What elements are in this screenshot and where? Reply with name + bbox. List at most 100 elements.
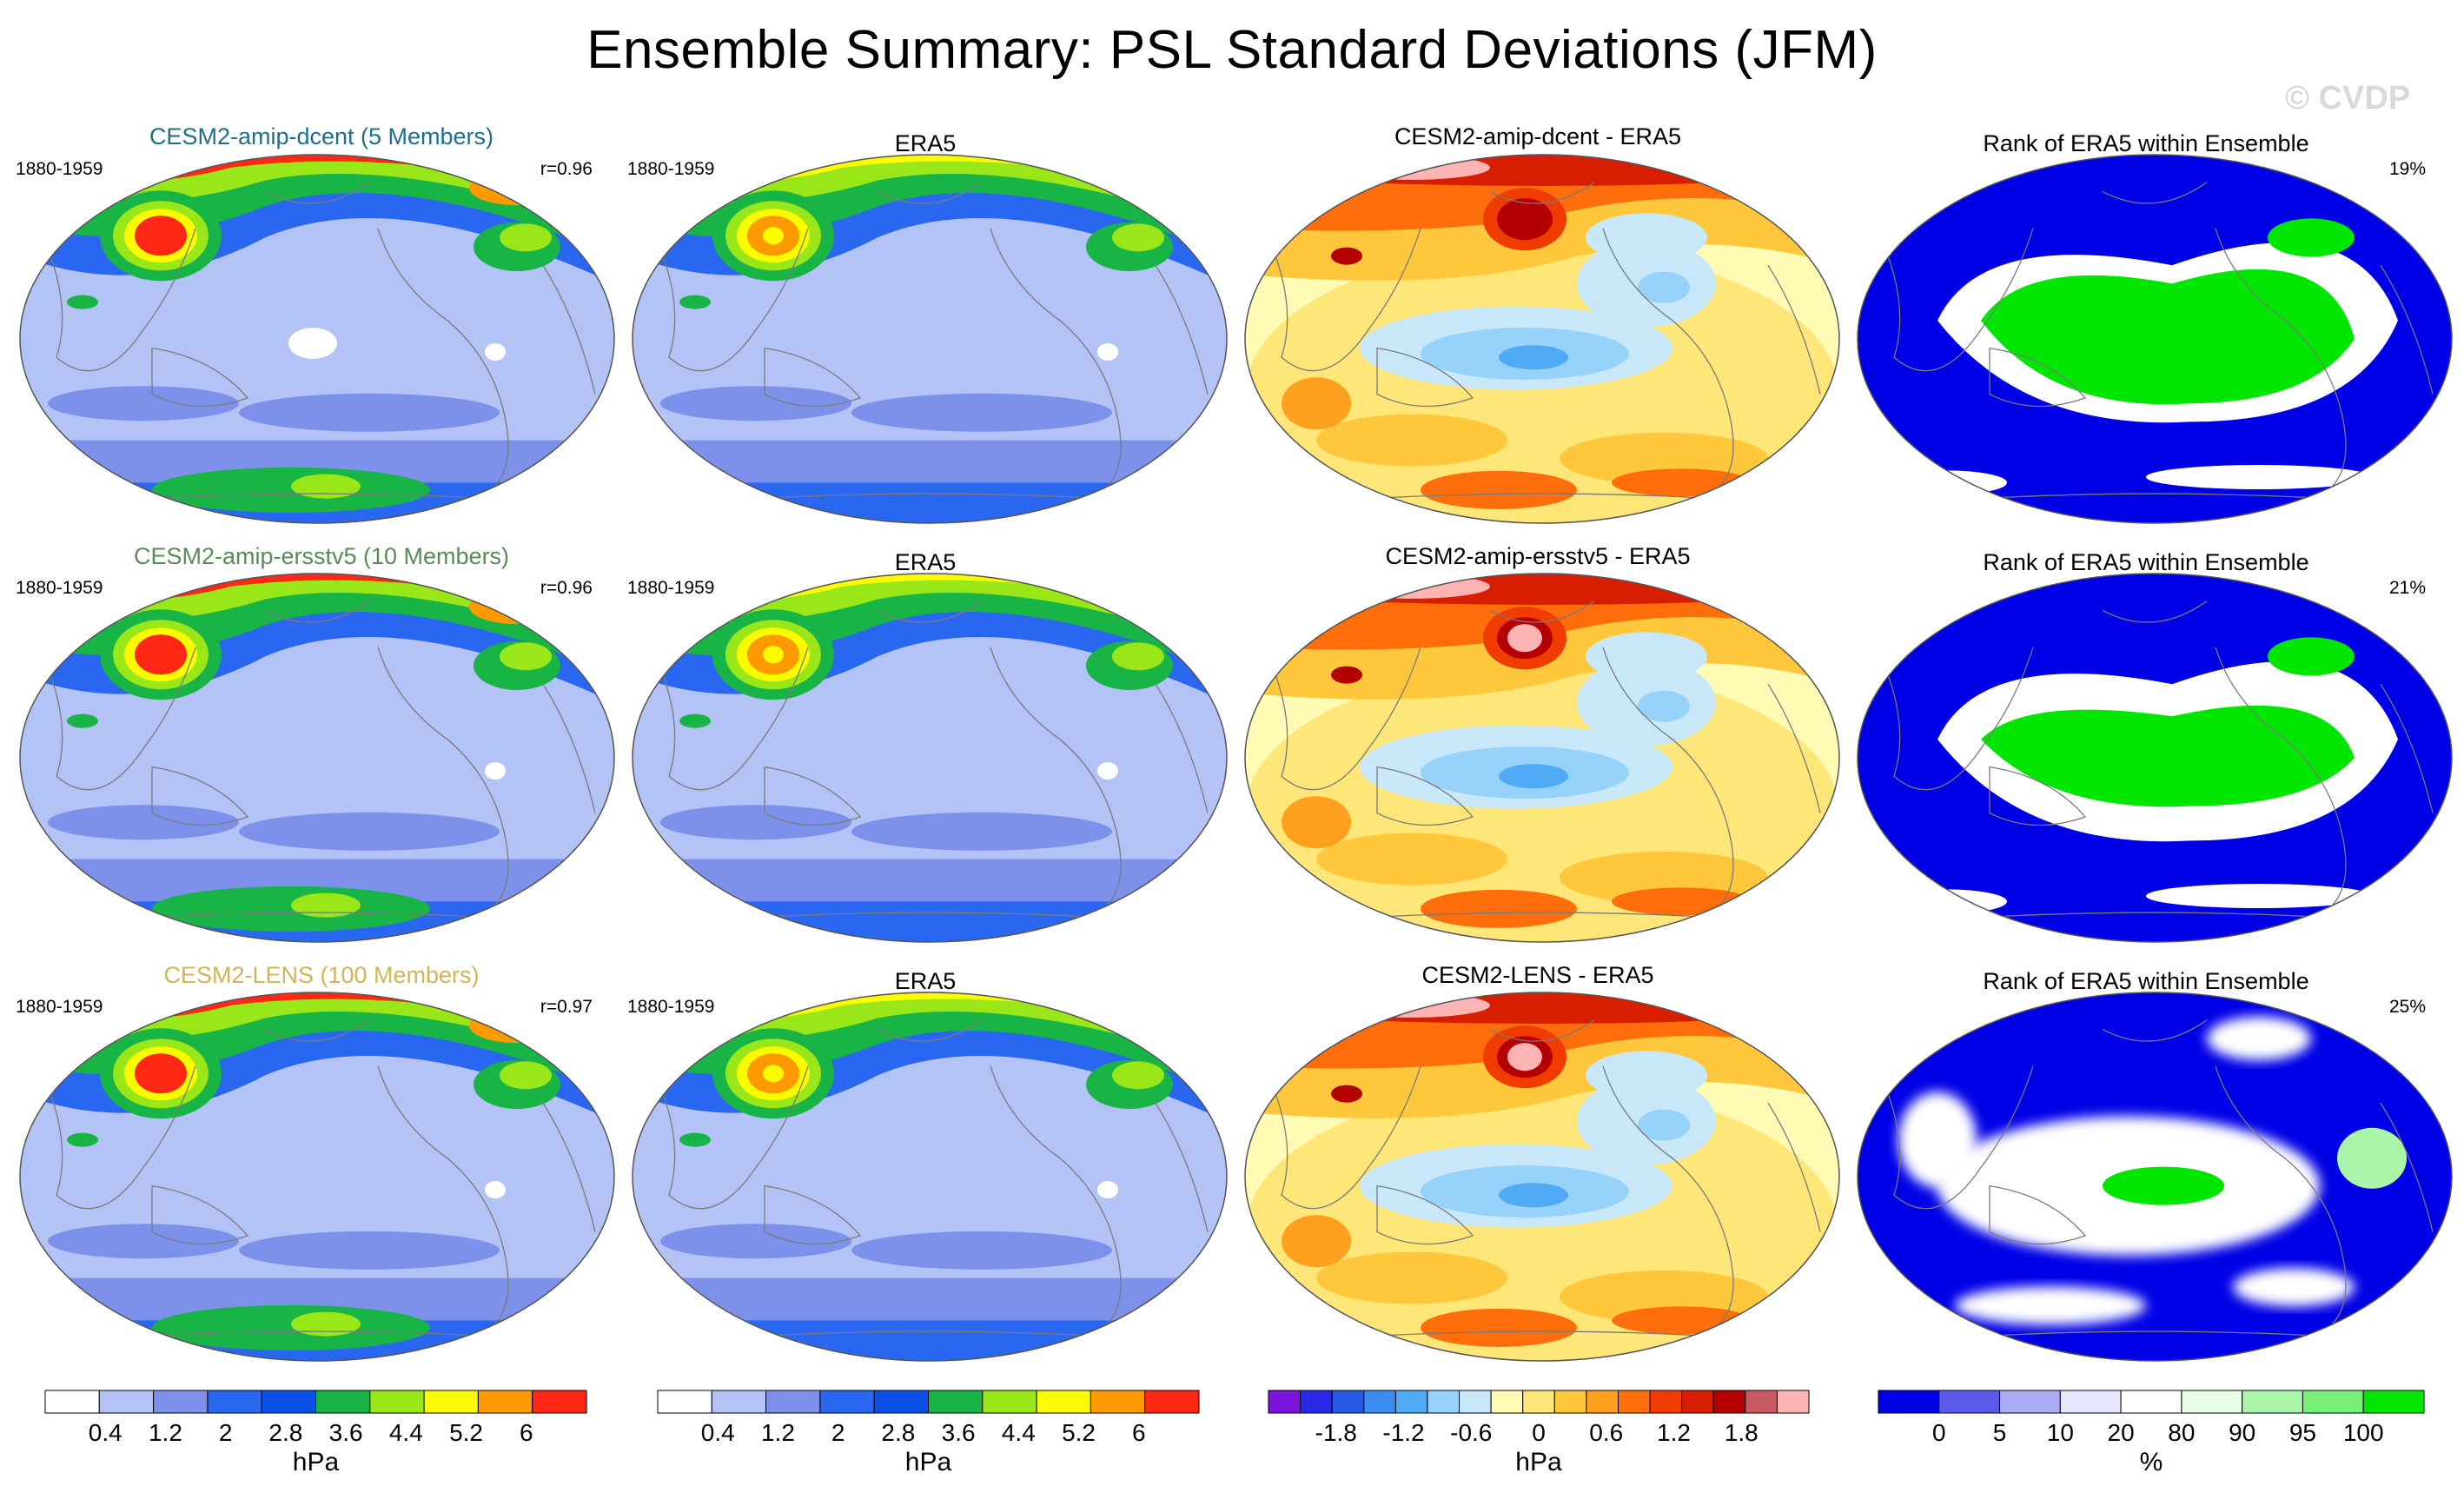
colorbar-tick-label: 3.6	[942, 1419, 976, 1446]
model-title-1: CESM2-amip-dcent (5 Members)	[149, 123, 494, 149]
rank-pct-1: 19%	[2388, 159, 2426, 179]
colorbar-tick-label: -1.2	[1382, 1419, 1424, 1446]
colorbar-swatch	[711, 1390, 767, 1414]
map-border	[19, 992, 615, 1362]
colorbar-tick-label: 2.8	[881, 1419, 915, 1446]
period-model-2: 1880-1959	[16, 578, 103, 598]
map-diff-row2	[1245, 574, 1839, 942]
map-border	[1857, 992, 2453, 1362]
colorbar-swatch	[532, 1390, 587, 1414]
colorbar-tick-label: 10	[2047, 1419, 2074, 1446]
map-rank-row1	[1858, 155, 2452, 523]
colorbar-swatch	[1490, 1390, 1524, 1414]
obs-title-3: ERA5	[894, 968, 957, 994]
corr-3: r=0.97	[540, 997, 593, 1017]
colorbar-swatch	[928, 1390, 984, 1414]
rank-pct-3: 25%	[2388, 997, 2426, 1017]
colorbar-tick-label: 1.2	[761, 1419, 795, 1446]
map-border	[19, 573, 615, 943]
colorbar-swatch	[657, 1390, 712, 1414]
colorbar-swatch	[98, 1390, 155, 1414]
colorbar-tick-label: -0.6	[1450, 1419, 1492, 1446]
colorbar-tick-label: 5.2	[449, 1419, 483, 1446]
colorbar-swatch	[2059, 1390, 2122, 1414]
colorbar-swatch	[477, 1390, 533, 1414]
colorbar-tick-label: 0.4	[89, 1419, 123, 1446]
colorbar-tick-label: -1.8	[1315, 1419, 1357, 1446]
map-std-row1	[20, 155, 614, 523]
colorbar-swatch	[2181, 1390, 2243, 1414]
colorbar-tick-label: 2.8	[268, 1419, 302, 1446]
colorbar-swatch	[1268, 1390, 1302, 1414]
colorbar-swatch	[1331, 1390, 1365, 1414]
diff-title-1: CESM2-amip-dcent - ERA5	[1394, 123, 1682, 149]
colorbar-swatch	[2302, 1390, 2364, 1414]
colorbar-swatch	[1144, 1390, 1200, 1414]
colorbar-tick-label: 95	[2289, 1419, 2316, 1446]
colorbar-swatch	[1394, 1390, 1428, 1414]
colorbar-swatch	[1681, 1390, 1714, 1414]
map-border	[1244, 573, 1840, 943]
colorbar-swatch	[1712, 1390, 1746, 1414]
colorbar-tick-label: 2	[219, 1419, 233, 1446]
colorbar-swatch	[2242, 1390, 2303, 1414]
colorbar-swatch	[1617, 1390, 1651, 1414]
colorbar-units: hPa	[293, 1448, 340, 1476]
map-obs-row2	[633, 574, 1227, 942]
colorbar-units: hPa	[1515, 1448, 1562, 1476]
colorbar-tick-label: 6	[1132, 1419, 1146, 1446]
map-diff-row3	[1245, 992, 1839, 1361]
obs-title-2: ERA5	[894, 549, 957, 575]
colorbar-model-std: 0.4 1.2 2 2.8 3.6 4.4 5.2 6 hPa	[44, 1390, 587, 1476]
colorbar-swatch	[315, 1390, 371, 1414]
rank-title-2: Rank of ERA5 within Ensemble	[1983, 549, 2309, 575]
colorbar-tick-label: 100	[2343, 1419, 2384, 1446]
colorbar-swatch	[44, 1390, 100, 1414]
period-obs-3: 1880-1959	[627, 997, 715, 1017]
diff-title-2: CESM2-amip-ersstv5 - ERA5	[1385, 543, 1691, 569]
diff-title-3: CESM2-LENS - ERA5	[1421, 962, 1654, 988]
colorbar-tick-label: 80	[2168, 1419, 2195, 1446]
map-rank-row2	[1858, 574, 2452, 942]
colorbar-swatch	[1036, 1390, 1091, 1414]
map-diff-row1	[1245, 155, 1839, 523]
colorbar-swatch	[2120, 1390, 2182, 1414]
colorbar-swatch	[1938, 1390, 2001, 1414]
model-title-3: CESM2-LENS (100 Members)	[163, 962, 480, 988]
colorbar-swatch	[1649, 1390, 1683, 1414]
colorbar-swatch	[873, 1390, 930, 1414]
colorbar-tick-label: 0.4	[701, 1419, 735, 1446]
colorbar-tick-label: 1.8	[1725, 1419, 1759, 1446]
map-obs-row1	[633, 155, 1227, 523]
cvdp-watermark: © CVDP	[2285, 80, 2411, 116]
corr-1: r=0.96	[540, 159, 593, 179]
colorbar-swatch	[369, 1390, 425, 1414]
map-rank-row3	[1858, 992, 2452, 1361]
period-model-3: 1880-1959	[16, 997, 103, 1017]
colorbar-swatch	[1300, 1390, 1333, 1414]
map-border	[19, 154, 615, 524]
map-border	[1857, 154, 2453, 524]
colorbar-swatch	[1999, 1390, 2061, 1414]
colorbar-units: %	[2140, 1448, 2163, 1476]
colorbar-tick-label: 90	[2229, 1419, 2255, 1446]
colorbar-swatch	[2362, 1390, 2425, 1414]
colorbar-tick-label: 4.4	[1002, 1419, 1036, 1446]
colorbar-swatch	[1878, 1390, 1940, 1414]
map-border	[632, 154, 1228, 524]
colorbar-rank: 0 5 10 20 80 90 95 100%	[1878, 1390, 2425, 1476]
colorbar-tick-label: 3.6	[329, 1419, 363, 1446]
colorbar-tick-label: 0.6	[1589, 1419, 1623, 1446]
colorbar-swatch	[765, 1390, 821, 1414]
colorbar-swatch	[1553, 1390, 1587, 1414]
colorbar-swatch	[423, 1390, 479, 1414]
colorbar-difference: -1.8 -1.2 -0.6 0 0.6 1.2 1.8 hPa	[1268, 1390, 1810, 1476]
period-model-1: 1880-1959	[16, 159, 103, 179]
map-border	[1244, 154, 1840, 524]
main-title: Ensemble Summary: PSL Standard Deviation…	[586, 20, 1878, 80]
map-std-row3	[20, 992, 614, 1361]
map-obs-row3	[633, 992, 1227, 1361]
colorbar-obs-std: 0.4 1.2 2 2.8 3.6 4.4 5.2 6 hPa	[657, 1390, 1200, 1476]
map-std-row2	[20, 574, 614, 942]
